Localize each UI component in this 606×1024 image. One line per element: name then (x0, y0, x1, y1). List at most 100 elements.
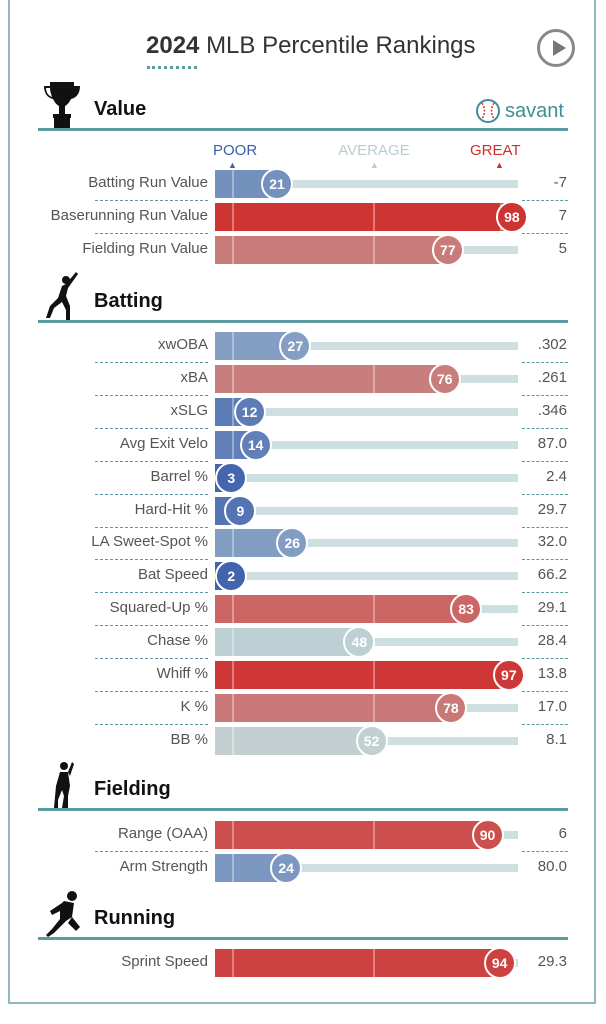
metric-label: K % (180, 697, 208, 715)
baseball-icon (476, 99, 500, 123)
row-separator (95, 851, 208, 852)
percentile-track (215, 863, 518, 872)
metric-label: Squared-Up % (109, 599, 208, 617)
batter-icon (40, 272, 84, 322)
percentile-circle[interactable]: 2 (215, 560, 248, 593)
row-separator (95, 592, 208, 594)
bar-gridline (232, 235, 234, 264)
bar-gridline (232, 364, 234, 393)
percentile-circle[interactable]: 77 (431, 233, 464, 266)
percentile-bar[interactable] (215, 821, 488, 849)
percentile-circle[interactable]: 98 (495, 200, 528, 233)
bar-gridline (232, 430, 234, 459)
percentile-bar[interactable] (215, 693, 451, 722)
poor-marker-icon: ▲ (228, 160, 237, 170)
percentile-circle[interactable]: 14 (239, 428, 272, 461)
metric-value: 7 (558, 206, 567, 224)
card-border (8, 0, 596, 1004)
percentile-bar[interactable] (215, 628, 360, 657)
bar-gridline (232, 853, 234, 882)
metric-label: Hard-Hit % (134, 500, 208, 518)
scale-poor: POOR (213, 142, 258, 159)
row-separator (522, 625, 568, 627)
row-separator (522, 592, 568, 594)
row-separator (95, 394, 208, 396)
bar-gridline (373, 661, 375, 689)
percentile-bar[interactable] (215, 595, 467, 624)
row-separator (522, 200, 568, 201)
metric-value: -7 (553, 174, 567, 191)
row-separator (95, 526, 208, 528)
metric-value: 17.0 (537, 697, 567, 715)
percentile-bar[interactable] (215, 949, 500, 977)
metric-label: Bat Speed (137, 566, 208, 584)
percentile-circle[interactable]: 9 (224, 494, 257, 527)
title-year: 2024 (146, 32, 200, 59)
percentile-circle[interactable]: 26 (276, 527, 309, 560)
percentile-circle[interactable]: 21 (261, 168, 294, 200)
percentile-circle[interactable]: 27 (279, 330, 312, 362)
percentile-bar[interactable] (215, 364, 445, 393)
metric-value: 2.4 (546, 467, 567, 485)
percentile-track (215, 506, 518, 515)
metric-value: .302 (537, 336, 567, 353)
percentile-circle[interactable]: 83 (450, 593, 483, 626)
bar-gridline (232, 170, 234, 198)
metric-value: 32.0 (537, 533, 567, 551)
percentile-track (215, 473, 518, 482)
percentile-track (215, 440, 518, 449)
row-separator (95, 723, 208, 725)
bar-gridline (232, 595, 234, 624)
row-separator (522, 232, 568, 234)
section-title-value: Value (94, 98, 147, 120)
row-separator (95, 362, 208, 363)
row-separator (95, 658, 208, 660)
percentile-circle[interactable]: 12 (233, 395, 266, 428)
metric-label: xSLG (170, 401, 208, 419)
savant-logo[interactable]: savant (475, 98, 564, 124)
percentile-circle[interactable]: 76 (428, 362, 461, 395)
section-title-fielding: Fielding (94, 778, 171, 800)
bar-gridline (232, 661, 234, 689)
metric-label: Sprint Speed (121, 953, 208, 970)
row-separator (522, 851, 568, 852)
percentile-circle[interactable]: 3 (215, 461, 248, 494)
section-divider (38, 320, 568, 323)
trophy-icon (40, 80, 84, 130)
percentile-bar[interactable] (215, 235, 448, 264)
percentile-circle[interactable]: 78 (434, 691, 467, 724)
row-separator (95, 691, 208, 692)
row-separator (95, 460, 208, 462)
bar-gridline (373, 202, 375, 231)
metric-label: Avg Exit Velo (119, 434, 208, 452)
scale-average: AVERAGE (338, 142, 410, 159)
metric-value: 87.0 (537, 434, 567, 452)
bar-gridline (373, 693, 375, 722)
percentile-bar[interactable] (215, 726, 372, 755)
great-marker-icon: ▲ (495, 160, 504, 170)
bar-gridline (232, 332, 234, 360)
percentile-circle[interactable]: 24 (270, 851, 303, 884)
percentile-track (215, 572, 518, 581)
metric-label: Whiff % (156, 665, 208, 682)
percentile-circle[interactable]: 52 (355, 724, 388, 757)
bar-gridline (232, 693, 234, 722)
percentile-circle[interactable]: 94 (483, 947, 516, 979)
scale-great: GREAT (470, 142, 521, 159)
percentile-bar[interactable] (215, 661, 509, 689)
percentile-circle[interactable]: 90 (471, 819, 504, 851)
bar-gridline (232, 202, 234, 231)
row-separator (522, 493, 568, 495)
row-separator (95, 559, 208, 561)
metric-label: Arm Strength (119, 857, 208, 875)
row-separator (95, 625, 208, 627)
percentile-track (215, 407, 518, 416)
percentile-bar[interactable] (215, 202, 512, 231)
percentile-circle[interactable]: 97 (492, 659, 525, 691)
percentile-circle[interactable]: 48 (343, 626, 376, 659)
play-button[interactable] (537, 29, 575, 67)
section-title-running: Running (94, 907, 176, 929)
bar-gridline (232, 397, 234, 426)
metric-value: .261 (537, 368, 567, 386)
metric-value: 5 (558, 239, 567, 257)
